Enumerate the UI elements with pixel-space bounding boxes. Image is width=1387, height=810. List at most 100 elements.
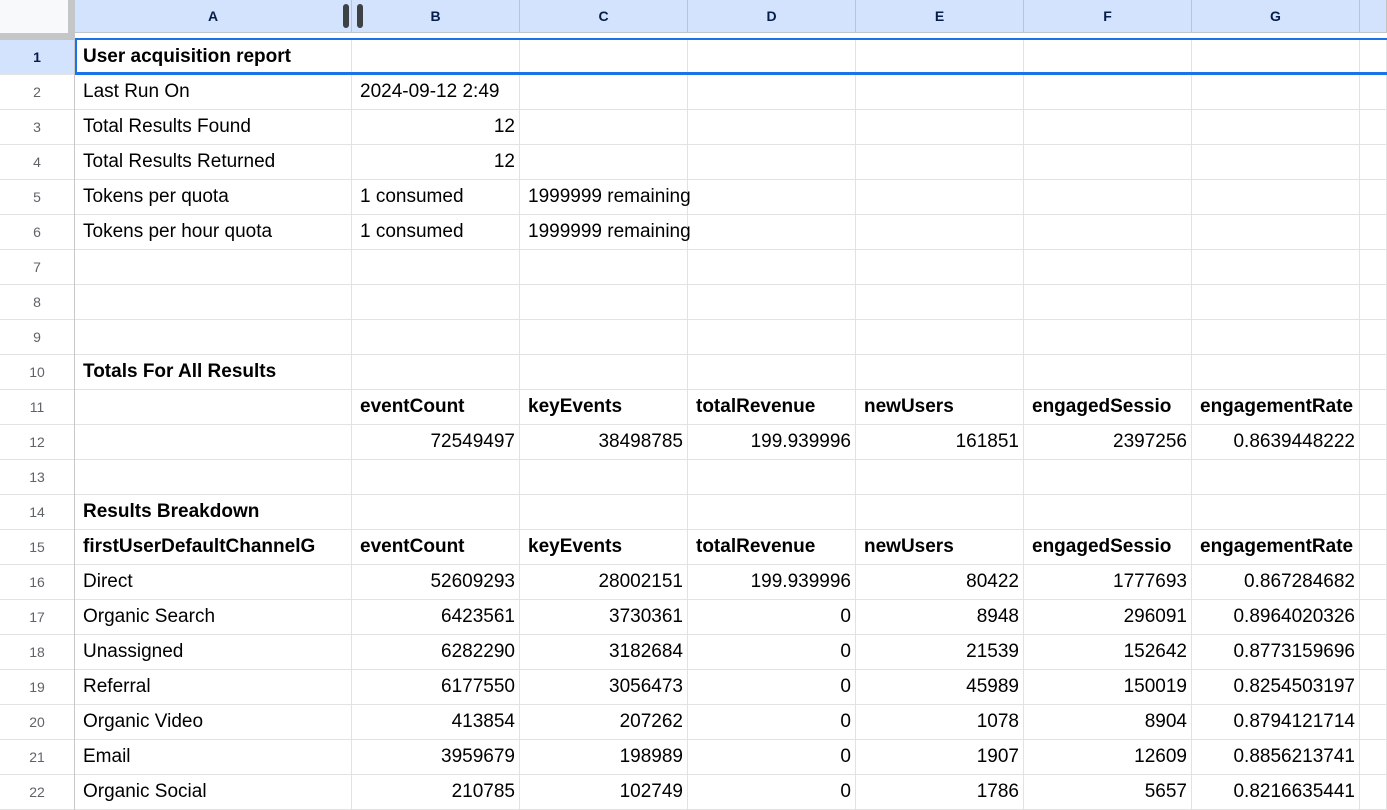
cell-B16[interactable]: 52609293 [352, 565, 520, 600]
cell-C9[interactable] [520, 320, 688, 355]
cell-A3[interactable]: Total Results Found [75, 110, 352, 145]
cell-D6[interactable] [688, 215, 856, 250]
cell-G5[interactable] [1192, 180, 1360, 215]
cell-A19[interactable]: Referral [75, 670, 352, 705]
cell-H13[interactable] [1360, 460, 1387, 495]
cell-E8[interactable] [856, 285, 1024, 320]
cell-C20[interactable]: 207262 [520, 705, 688, 740]
cell-C17[interactable]: 3730361 [520, 600, 688, 635]
row-header-5[interactable]: 5 [0, 180, 74, 215]
cell-C18[interactable]: 3182684 [520, 635, 688, 670]
cell-D5[interactable] [688, 180, 856, 215]
row-header-7[interactable]: 7 [0, 250, 74, 285]
cell-B3[interactable]: 12 [352, 110, 520, 145]
cell-G16[interactable]: 0.867284682 [1192, 565, 1360, 600]
cell-A8[interactable] [75, 285, 352, 320]
row-header-8[interactable]: 8 [0, 285, 74, 320]
cell-G6[interactable] [1192, 215, 1360, 250]
row-header-3[interactable]: 3 [0, 110, 74, 145]
cell-B11[interactable]: eventCount [352, 390, 520, 425]
cell-C1[interactable] [520, 40, 688, 75]
cell-E12[interactable]: 161851 [856, 425, 1024, 460]
cell-B14[interactable] [352, 495, 520, 530]
cell-C10[interactable] [520, 355, 688, 390]
column-header-C[interactable]: C [520, 0, 688, 32]
cell-D3[interactable] [688, 110, 856, 145]
cell-E22[interactable]: 1786 [856, 775, 1024, 810]
cell-F19[interactable]: 150019 [1024, 670, 1192, 705]
cell-A20[interactable]: Organic Video [75, 705, 352, 740]
cell-D14[interactable] [688, 495, 856, 530]
row-header-12[interactable]: 12 [0, 425, 74, 460]
row-header-16[interactable]: 16 [0, 565, 74, 600]
cell-C14[interactable] [520, 495, 688, 530]
cell-H19[interactable] [1360, 670, 1387, 705]
cell-F16[interactable]: 1777693 [1024, 565, 1192, 600]
cell-D19[interactable]: 0 [688, 670, 856, 705]
cell-H7[interactable] [1360, 250, 1387, 285]
cell-B17[interactable]: 6423561 [352, 600, 520, 635]
cell-H11[interactable] [1360, 390, 1387, 425]
cell-H8[interactable] [1360, 285, 1387, 320]
cell-G19[interactable]: 0.8254503197 [1192, 670, 1360, 705]
cell-D15[interactable]: totalRevenue [688, 530, 856, 565]
cell-B2[interactable]: 2024-09-12 2:49 [352, 75, 520, 110]
cell-F15[interactable]: engagedSessio [1024, 530, 1192, 565]
cell-G20[interactable]: 0.8794121714 [1192, 705, 1360, 740]
row-header-19[interactable]: 19 [0, 670, 74, 705]
cell-F11[interactable]: engagedSessio [1024, 390, 1192, 425]
cell-F21[interactable]: 12609 [1024, 740, 1192, 775]
cell-A22[interactable]: Organic Social [75, 775, 352, 810]
cell-E17[interactable]: 8948 [856, 600, 1024, 635]
cell-G4[interactable] [1192, 145, 1360, 180]
cell-F3[interactable] [1024, 110, 1192, 145]
row-header-11[interactable]: 11 [0, 390, 74, 425]
cell-D22[interactable]: 0 [688, 775, 856, 810]
cell-F13[interactable] [1024, 460, 1192, 495]
cell-B18[interactable]: 6282290 [352, 635, 520, 670]
column-header-B[interactable]: B [352, 0, 520, 32]
cell-H18[interactable] [1360, 635, 1387, 670]
cell-A13[interactable] [75, 460, 352, 495]
column-header-G[interactable]: G [1192, 0, 1360, 32]
cell-C8[interactable] [520, 285, 688, 320]
cell-G11[interactable]: engagementRate [1192, 390, 1360, 425]
cell-H12[interactable] [1360, 425, 1387, 460]
cell-C21[interactable]: 198989 [520, 740, 688, 775]
row-header-13[interactable]: 13 [0, 460, 74, 495]
cell-A7[interactable] [75, 250, 352, 285]
cell-D21[interactable]: 0 [688, 740, 856, 775]
cell-A14[interactable]: Results Breakdown [75, 495, 352, 530]
cell-B4[interactable]: 12 [352, 145, 520, 180]
cell-B15[interactable]: eventCount [352, 530, 520, 565]
cell-F5[interactable] [1024, 180, 1192, 215]
cell-G10[interactable] [1192, 355, 1360, 390]
row-header-18[interactable]: 18 [0, 635, 74, 670]
cell-A1[interactable]: User acquisition report [75, 40, 352, 75]
cell-A6[interactable]: Tokens per hour quota [75, 215, 352, 250]
row-header-1[interactable]: 1 [0, 40, 74, 75]
cell-B12[interactable]: 72549497 [352, 425, 520, 460]
cell-F6[interactable] [1024, 215, 1192, 250]
cell-G9[interactable] [1192, 320, 1360, 355]
cell-H9[interactable] [1360, 320, 1387, 355]
cell-E6[interactable] [856, 215, 1024, 250]
cell-E4[interactable] [856, 145, 1024, 180]
cell-D4[interactable] [688, 145, 856, 180]
cell-G22[interactable]: 0.8216635441 [1192, 775, 1360, 810]
cell-D17[interactable]: 0 [688, 600, 856, 635]
cell-C22[interactable]: 102749 [520, 775, 688, 810]
cell-B21[interactable]: 3959679 [352, 740, 520, 775]
column-header-D[interactable]: D [688, 0, 856, 32]
cell-H14[interactable] [1360, 495, 1387, 530]
cell-E1[interactable] [856, 40, 1024, 75]
cell-G8[interactable] [1192, 285, 1360, 320]
column-resize-handle[interactable] [343, 4, 363, 28]
cell-D13[interactable] [688, 460, 856, 495]
cell-H21[interactable] [1360, 740, 1387, 775]
cell-D16[interactable]: 199.939996 [688, 565, 856, 600]
cell-E3[interactable] [856, 110, 1024, 145]
row-header-20[interactable]: 20 [0, 705, 74, 740]
cell-E5[interactable] [856, 180, 1024, 215]
cell-A2[interactable]: Last Run On [75, 75, 352, 110]
